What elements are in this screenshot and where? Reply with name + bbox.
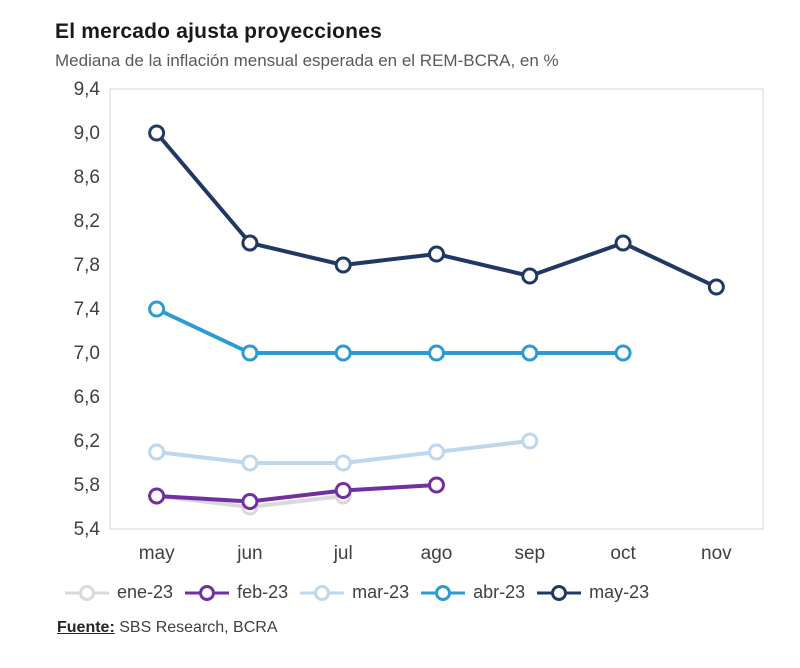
y-tick-label: 6,2 — [74, 431, 100, 452]
legend-marker-may-23 — [537, 584, 582, 601]
series-marker-mar-23 — [428, 443, 445, 461]
y-tick-label: 6,6 — [74, 387, 100, 408]
line-chart: 5,4 5,8 6,2 6,6 7,0 7,4 7,8 8,2 8,6 9,0 9,4 may jun j… — [55, 75, 770, 580]
series-marker-abr-23 — [241, 344, 259, 362]
series-marker-abr-23 — [428, 344, 445, 362]
legend-label: mar-23 — [352, 582, 410, 602]
series-marker-abr-23 — [148, 300, 166, 318]
chart-title: El mercado ajusta proyecciones — [55, 20, 382, 43]
chart-legend: ene-23 feb-23 mar-23 abr-23 may-23 — [63, 582, 770, 603]
y-tick-label: 7,8 — [74, 255, 100, 276]
x-tick-label: sep — [514, 543, 545, 564]
legend-marker-mar-23 — [300, 584, 345, 601]
legend-label: feb-23 — [237, 582, 289, 602]
legend-label: ene-23 — [117, 582, 174, 602]
x-tick-label: ago — [421, 543, 453, 564]
series-marker-abr-23 — [334, 344, 352, 362]
series-line-feb-23 — [154, 483, 439, 504]
chart-canvas: 5,4 5,8 6,2 6,6 7,0 7,4 7,8 8,2 8,6 9,0 9,4 may jun j… — [74, 79, 764, 564]
legend-item-abr-23: abr-23 — [419, 582, 525, 603]
series-marker-mar-23 — [334, 454, 352, 472]
y-tick-label: 5,4 — [74, 519, 101, 540]
legend-label: may-23 — [589, 582, 650, 602]
series-line-abr-23 — [154, 307, 626, 355]
y-tick-label: 5,8 — [74, 475, 100, 496]
series-marker-may-23 — [428, 245, 445, 263]
source-note: Fuente: SBS Research, BCRA — [57, 619, 770, 637]
series-marker-abr-23 — [521, 344, 539, 362]
series-marker-feb-23 — [241, 493, 259, 510]
series-marker-may-23 — [241, 234, 259, 252]
series-marker-may-23 — [614, 234, 632, 252]
y-tick-label: 8,6 — [74, 167, 100, 188]
y-tick-label: 9,0 — [74, 123, 100, 144]
series-marker-abr-23 — [614, 344, 632, 362]
x-tick-label: jun — [236, 543, 262, 564]
y-tick-label: 7,0 — [74, 343, 100, 364]
series-marker-feb-23 — [148, 487, 166, 505]
legend-marker-feb-23 — [185, 584, 230, 601]
chart-page: El mercado ajusta proyecciones Mediana d… — [55, 20, 770, 637]
plot-border — [109, 88, 764, 530]
series-marker-feb-23 — [428, 476, 445, 494]
series-marker-may-23 — [707, 278, 725, 296]
series-marker-mar-23 — [148, 443, 166, 461]
x-tick-label: oct — [610, 543, 636, 564]
legend-item-ene-23: ene-23 — [63, 582, 173, 603]
y-tick-label: 8,2 — [74, 211, 100, 232]
series-marker-feb-23 — [334, 482, 352, 499]
x-tick-label: jul — [333, 543, 353, 564]
series-marker-may-23 — [334, 256, 352, 274]
series-marker-may-23 — [521, 267, 539, 285]
chart-subtitle: Mediana de la inflación mensual esperada… — [55, 51, 559, 70]
source-text: SBS Research, BCRA — [114, 619, 278, 636]
y-tick-label: 7,4 — [74, 299, 101, 320]
legend-marker-ene-23 — [65, 584, 109, 601]
x-tick-label: nov — [701, 543, 732, 564]
series-marker-mar-23 — [241, 454, 259, 472]
legend-label: abr-23 — [473, 582, 526, 602]
y-tick-label: 9,4 — [74, 79, 101, 100]
series-line-may-23 — [154, 131, 719, 289]
x-tick-label: may — [139, 543, 175, 564]
legend-item-mar-23: mar-23 — [298, 582, 409, 603]
source-label: Fuente: — [57, 619, 115, 636]
legend-marker-abr-23 — [421, 584, 466, 601]
legend-item-feb-23: feb-23 — [183, 582, 288, 603]
legend-item-may-23: may-23 — [535, 582, 649, 603]
series-marker-may-23 — [148, 124, 166, 142]
series-marker-mar-23 — [521, 432, 539, 450]
